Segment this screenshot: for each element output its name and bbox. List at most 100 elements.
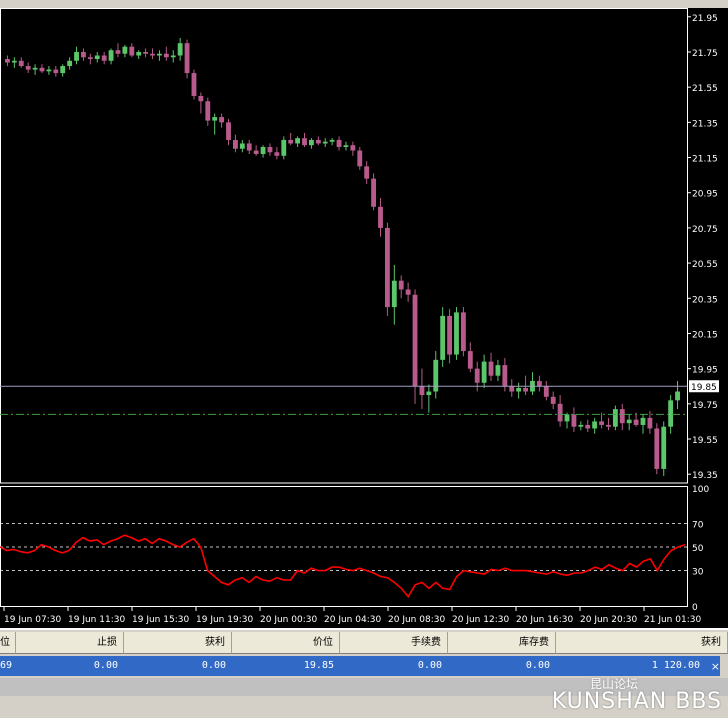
candle-body [350, 145, 356, 151]
candle-body [177, 43, 183, 56]
candle-body [184, 43, 190, 74]
candle-body [246, 143, 252, 151]
candle-body [122, 46, 128, 54]
y-tick-label: 20.75 [692, 225, 718, 235]
candle-body [578, 424, 584, 427]
candle-body [378, 206, 383, 228]
candle-body [599, 421, 604, 425]
candle-body [81, 51, 86, 58]
candle-body [502, 365, 508, 387]
header-stop-loss[interactable]: 止损 [16, 632, 124, 654]
candle-body [412, 294, 418, 387]
header-position[interactable]: 位 [0, 632, 16, 654]
candle-body [101, 55, 107, 61]
candle-body [315, 139, 321, 144]
row-position: 69 [0, 660, 13, 671]
candle-body [516, 388, 522, 392]
candle-body [447, 315, 452, 355]
candle-body [5, 59, 10, 63]
candle-body [233, 139, 238, 149]
candle-body [647, 417, 653, 429]
candle-body [295, 138, 301, 144]
candle-body [67, 60, 73, 67]
candle-body [108, 50, 114, 61]
candle-body [87, 57, 93, 60]
candle-body [619, 409, 625, 424]
candle-body [654, 428, 660, 469]
candle-body [212, 117, 218, 121]
x-tick-label: 20 Jun 16:30 [516, 615, 573, 625]
candle-body [170, 55, 176, 58]
candle-body [205, 101, 211, 121]
candle-body [46, 69, 52, 72]
candle-body [115, 50, 121, 54]
chart-area[interactable]: 21.95 21.75 21.55 21.35 21.15 20.95 20.75 20.55… [0, 8, 728, 628]
y-tick-label: 19.35 [692, 471, 718, 481]
candle-body [274, 152, 280, 156]
candle-body [384, 227, 390, 308]
y-tick-label: 20.35 [692, 295, 718, 305]
candle-body [675, 391, 680, 401]
candle-body [612, 409, 618, 427]
header-commission[interactable]: 手续费 [340, 632, 448, 654]
candle-body [226, 122, 231, 140]
candle-body [157, 53, 162, 56]
x-tick-label: 20 Jun 20:30 [580, 615, 637, 625]
candle-body [405, 289, 411, 295]
header-swap[interactable]: 库存费 [448, 632, 556, 654]
order-row[interactable]: 69 0.00 0.00 19.85 0.00 0.00 1 120.00 [0, 656, 720, 676]
header-profit[interactable]: 获利 [556, 632, 728, 654]
candle-body [454, 312, 459, 355]
header-take-profit[interactable]: 获利 [124, 632, 232, 654]
watermark-logo: KUNSHAN BBS [551, 689, 722, 714]
y-tick-label: 20.15 [692, 330, 718, 340]
row-price: 19.85 [303, 660, 334, 671]
x-tick-label: 21 Jun 01:30 [644, 615, 701, 625]
candle-body [25, 66, 31, 70]
candle-body [308, 139, 314, 146]
indicator-level-label: 50 [692, 544, 704, 554]
candle-body [322, 141, 328, 144]
candle-body [74, 51, 79, 61]
candle-body [440, 315, 446, 360]
candle-body [343, 145, 349, 147]
candle-body [143, 51, 149, 54]
terminal-panel: 位 止损 获利 价位 手续费 库存费 获利 69 0.00 0.00 19.85… [0, 630, 728, 718]
header-price[interactable]: 价位 [232, 632, 340, 654]
candle-body [150, 53, 155, 56]
candle-body [550, 396, 556, 404]
indicator-level-label: 30 [692, 568, 704, 578]
close-order-icon[interactable]: × [710, 660, 720, 673]
candle-body [364, 166, 370, 179]
candle-body [129, 46, 135, 56]
candle-body [136, 51, 142, 56]
y-tick-label: 20.55 [692, 260, 718, 270]
candle-body [191, 73, 197, 96]
y-tick-label: 19.75 [692, 401, 718, 411]
y-tick-label: 21.55 [692, 84, 718, 94]
watermark-cn: 昆山论坛 [589, 677, 638, 691]
row-stop-loss: 0.00 [93, 660, 118, 671]
bid-price-box [689, 380, 719, 393]
row-profit: 1 120.00 [651, 660, 700, 671]
candle-body [474, 368, 480, 383]
row-commission: 0.00 [417, 660, 442, 671]
candle-body [18, 60, 24, 67]
row-take-profit: 0.00 [201, 660, 226, 671]
candle-body [281, 139, 287, 156]
price-panel-frame [0, 8, 688, 484]
x-tick-label: 20 Jun 04:30 [324, 615, 381, 625]
y-tick-label: 21.95 [692, 14, 718, 24]
candle-body [198, 95, 204, 102]
candle-body [219, 117, 225, 123]
candle-body [398, 280, 404, 290]
candle-body [371, 178, 377, 207]
chart-svg[interactable]: 21.95 21.75 21.55 21.35 21.15 20.95 20.75 20.55… [0, 8, 728, 628]
y-tick-label: 21.15 [692, 155, 718, 165]
candle-body [32, 67, 38, 70]
candle-body [260, 146, 266, 155]
y-tick-label: 21.35 [692, 119, 718, 129]
y-tick-label: 21.75 [692, 49, 718, 59]
candle-body [163, 53, 169, 58]
x-tick-label: 19 Jun 15:30 [132, 615, 189, 625]
